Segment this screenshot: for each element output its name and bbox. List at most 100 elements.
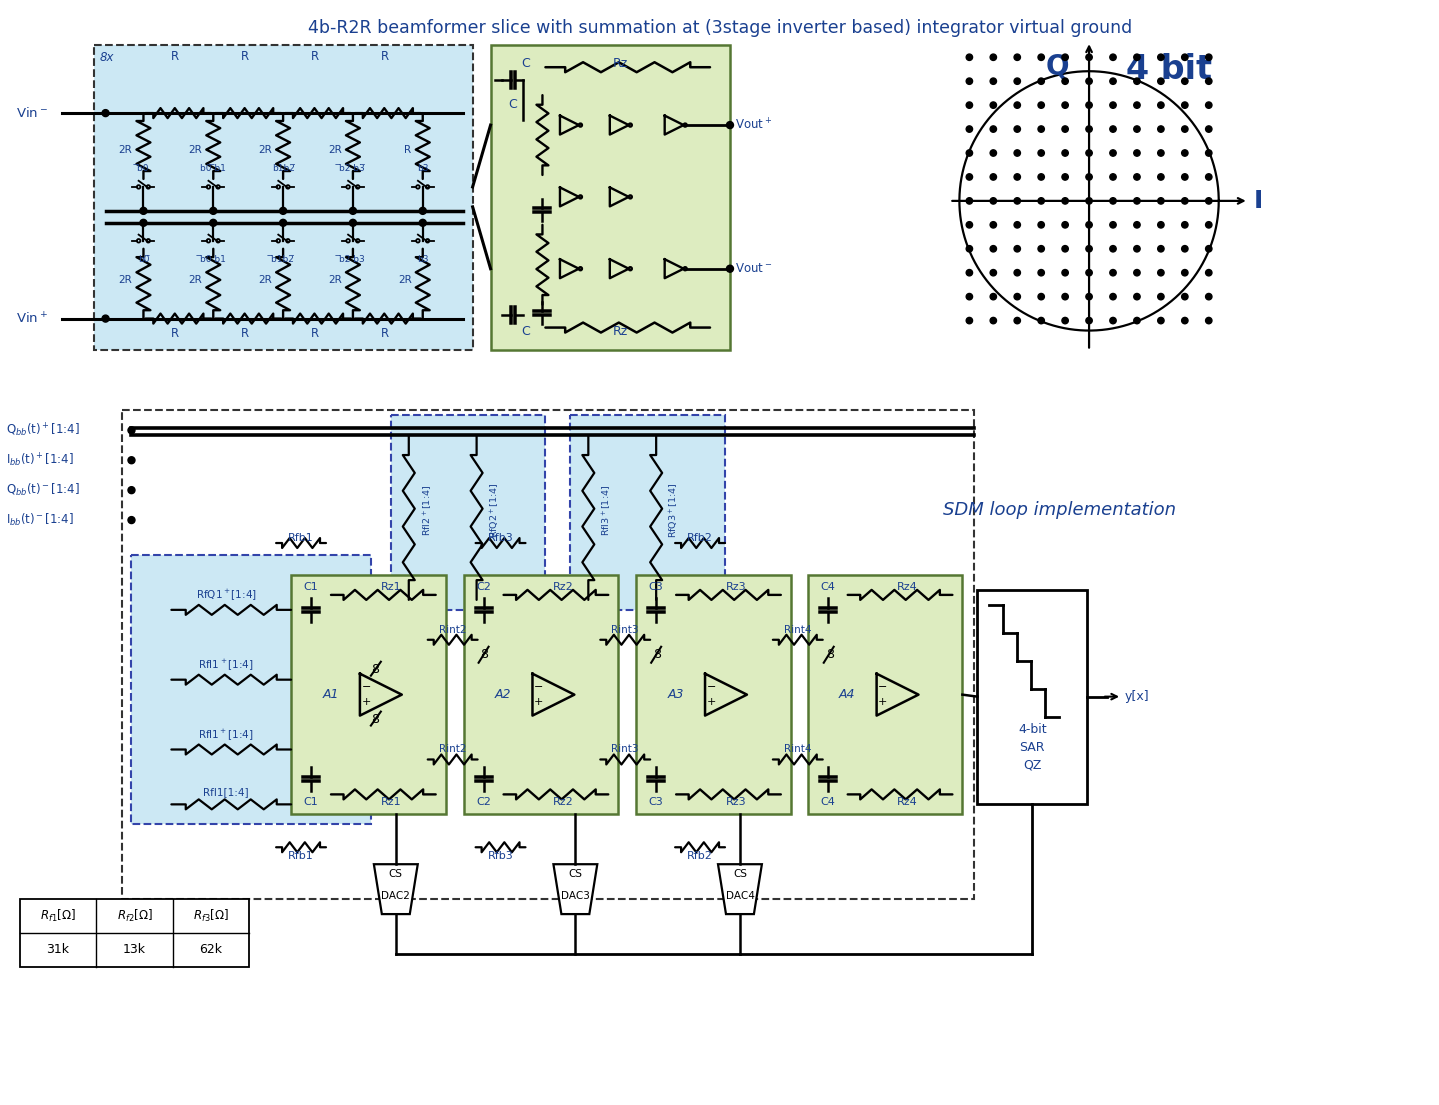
Text: 62k: 62k	[200, 944, 223, 957]
Circle shape	[966, 126, 973, 133]
Text: b0̅: b0̅	[138, 255, 150, 264]
Text: 31k: 31k	[46, 944, 69, 957]
Circle shape	[990, 126, 996, 133]
Text: 2R: 2R	[328, 145, 342, 155]
Circle shape	[1062, 270, 1068, 276]
Text: ̅b0: ̅b0	[138, 164, 150, 173]
Circle shape	[279, 219, 286, 227]
Text: −: −	[707, 682, 717, 692]
Text: A1: A1	[322, 688, 340, 702]
Circle shape	[1038, 78, 1045, 84]
Text: +: +	[878, 697, 888, 707]
Circle shape	[1014, 294, 1020, 299]
Circle shape	[128, 456, 135, 464]
Text: C: C	[521, 325, 530, 337]
Circle shape	[1038, 222, 1045, 228]
Circle shape	[279, 208, 286, 214]
Text: 4-bit: 4-bit	[1017, 723, 1046, 736]
Bar	[807, 575, 963, 814]
Text: Rz4: Rz4	[896, 798, 918, 808]
Circle shape	[990, 222, 996, 228]
Text: $R_{f3}$[$\Omega$]: $R_{f3}$[$\Omega$]	[193, 908, 229, 924]
Circle shape	[1206, 222, 1212, 228]
Circle shape	[1206, 173, 1212, 180]
Text: 2R: 2R	[258, 275, 272, 285]
Circle shape	[1134, 78, 1140, 84]
Circle shape	[1181, 222, 1189, 228]
Text: Q$_{bb}$(t)$^+$[1:4]: Q$_{bb}$(t)$^+$[1:4]	[6, 422, 79, 439]
Circle shape	[1134, 102, 1140, 108]
Text: QZ: QZ	[1023, 759, 1042, 772]
Circle shape	[1206, 245, 1212, 252]
Circle shape	[966, 294, 973, 299]
Text: +: +	[534, 697, 544, 707]
Text: Q$_{bb}$(t)$^-$[1:4]: Q$_{bb}$(t)$^-$[1:4]	[6, 482, 79, 498]
Text: R: R	[404, 145, 412, 155]
Polygon shape	[554, 864, 597, 914]
Text: 13k: 13k	[122, 944, 145, 957]
Bar	[491, 45, 730, 349]
Circle shape	[1038, 270, 1045, 276]
Bar	[94, 45, 472, 349]
Circle shape	[102, 109, 109, 117]
Circle shape	[990, 102, 996, 108]
Circle shape	[1086, 78, 1092, 84]
Circle shape	[1086, 126, 1092, 133]
Text: ̅b2 b3̅: ̅b2 b3̅	[340, 164, 366, 173]
Circle shape	[102, 315, 109, 322]
Circle shape	[990, 198, 996, 204]
Bar	[977, 590, 1086, 804]
Text: 2R: 2R	[328, 275, 342, 285]
Polygon shape	[718, 864, 761, 914]
Text: RfQ3$^+$[1:4]: RfQ3$^+$[1:4]	[668, 482, 682, 538]
Circle shape	[1206, 126, 1212, 133]
Circle shape	[727, 265, 734, 272]
Circle shape	[1134, 173, 1140, 180]
Circle shape	[1109, 317, 1117, 324]
Circle shape	[990, 150, 996, 156]
Circle shape	[1134, 126, 1140, 133]
Text: Rint2: Rint2	[439, 624, 466, 634]
Circle shape	[128, 517, 135, 524]
Circle shape	[1181, 126, 1189, 133]
Circle shape	[966, 245, 973, 252]
Circle shape	[1109, 78, 1117, 84]
Circle shape	[1086, 270, 1092, 276]
Text: 2R: 2R	[118, 275, 132, 285]
Circle shape	[1062, 317, 1068, 324]
Circle shape	[1038, 54, 1045, 61]
Circle shape	[1206, 102, 1212, 108]
Text: Rz: Rz	[613, 325, 627, 337]
Circle shape	[966, 54, 973, 61]
Bar	[121, 410, 974, 899]
Text: C4: C4	[820, 798, 835, 808]
Circle shape	[1038, 317, 1045, 324]
Circle shape	[1206, 294, 1212, 299]
Circle shape	[210, 208, 217, 214]
Text: C: C	[508, 98, 517, 112]
Circle shape	[1062, 102, 1068, 108]
Text: 2R: 2R	[258, 145, 272, 155]
Text: Rz1: Rz1	[380, 798, 401, 808]
Circle shape	[966, 198, 973, 204]
Circle shape	[1181, 173, 1189, 180]
Circle shape	[140, 208, 147, 214]
Text: 2R: 2R	[189, 145, 203, 155]
Circle shape	[1038, 173, 1045, 180]
Text: y[x]: y[x]	[1125, 691, 1150, 703]
Circle shape	[1206, 54, 1212, 61]
Circle shape	[1158, 317, 1164, 324]
Circle shape	[1158, 198, 1164, 204]
Circle shape	[1109, 245, 1117, 252]
Text: Vout$^+$: Vout$^+$	[735, 117, 771, 133]
Text: Rfl1$^+$[1:4]: Rfl1$^+$[1:4]	[199, 727, 255, 741]
Text: ̅b2 b3: ̅b2 b3	[340, 255, 366, 264]
Text: C: C	[521, 57, 530, 71]
Text: A2: A2	[495, 688, 511, 702]
Text: Rfb1: Rfb1	[288, 851, 314, 861]
Text: −: −	[878, 682, 888, 692]
Text: R: R	[171, 327, 180, 339]
Text: 2R: 2R	[118, 145, 132, 155]
Circle shape	[966, 270, 973, 276]
Bar	[131, 555, 371, 824]
